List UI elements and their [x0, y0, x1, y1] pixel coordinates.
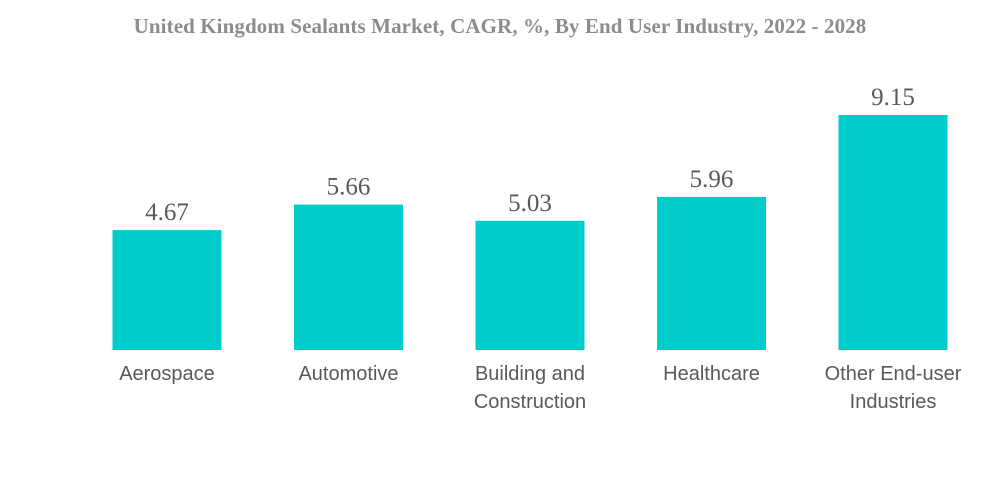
bar-2: [475, 220, 585, 350]
category-label-2-1: Construction: [474, 391, 586, 413]
category-label-3-0: Healthcare: [663, 363, 760, 385]
bar-3: [657, 196, 766, 350]
chart-title: United Kingdom Sealants Market, CAGR, %,…: [133, 14, 867, 38]
bar-1: [294, 204, 403, 350]
category-label-4-1: Industries: [850, 391, 937, 413]
category-label-0-0: Aerospace: [119, 363, 215, 385]
value-label-0: 4.67: [145, 199, 189, 226]
category-label-1-0: Automotive: [298, 363, 398, 385]
value-label-2: 5.03: [508, 190, 552, 217]
value-label-3: 5.96: [690, 166, 734, 193]
category-label-4-0: Other End-user: [825, 363, 962, 385]
value-label-4: 9.15: [871, 84, 915, 111]
bar-0: [112, 230, 222, 350]
value-label-1: 5.66: [327, 174, 371, 201]
category-label-2-0: Building and: [475, 363, 585, 385]
bar-4: [838, 115, 948, 350]
